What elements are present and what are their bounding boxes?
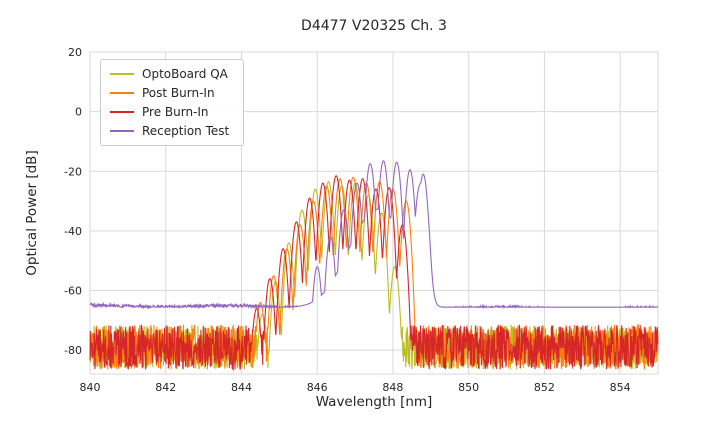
- legend-label: OptoBoard QA: [142, 67, 228, 81]
- legend-label: Post Burn-In: [142, 86, 215, 100]
- x-tick-label: 844: [231, 381, 252, 394]
- x-tick-label: 840: [80, 381, 101, 394]
- y-tick-label: -60: [64, 285, 82, 298]
- y-tick-label: -80: [64, 344, 82, 357]
- legend-swatch: [110, 130, 134, 132]
- legend-item: Pre Burn-In: [110, 105, 229, 119]
- x-tick-label: 850: [458, 381, 479, 394]
- plot-border: [89, 51, 659, 375]
- y-tick-label: 0: [75, 106, 82, 119]
- x-tick-label: 852: [534, 381, 555, 394]
- x-axis-label: Wavelength [nm]: [315, 394, 433, 410]
- legend-label: Pre Burn-In: [142, 105, 209, 119]
- legend-swatch: [110, 73, 134, 75]
- x-tick-label: 842: [155, 381, 176, 394]
- series-line-reception-test: [89, 160, 659, 310]
- legend-swatch: [110, 111, 134, 113]
- legend-item: Reception Test: [110, 124, 229, 138]
- y-tick-label: -20: [64, 165, 82, 178]
- legend: OptoBoard QA Post Burn-In Pre Burn-In Recep…: [100, 59, 245, 146]
- legend-item: Post Burn-In: [110, 86, 229, 100]
- y-tick-label: 20: [68, 46, 82, 59]
- y-tick-label: -40: [64, 225, 82, 238]
- x-tick-label: 848: [382, 381, 403, 394]
- x-tick-label: 854: [610, 381, 631, 394]
- chart-title: D4477 V20325 Ch. 3: [301, 18, 447, 34]
- legend-swatch: [110, 92, 134, 94]
- legend-item: OptoBoard QA: [110, 67, 229, 81]
- series-line-pre-burn-in: [89, 175, 659, 372]
- legend-label: Reception Test: [142, 124, 230, 138]
- x-tick-label: 846: [307, 381, 328, 394]
